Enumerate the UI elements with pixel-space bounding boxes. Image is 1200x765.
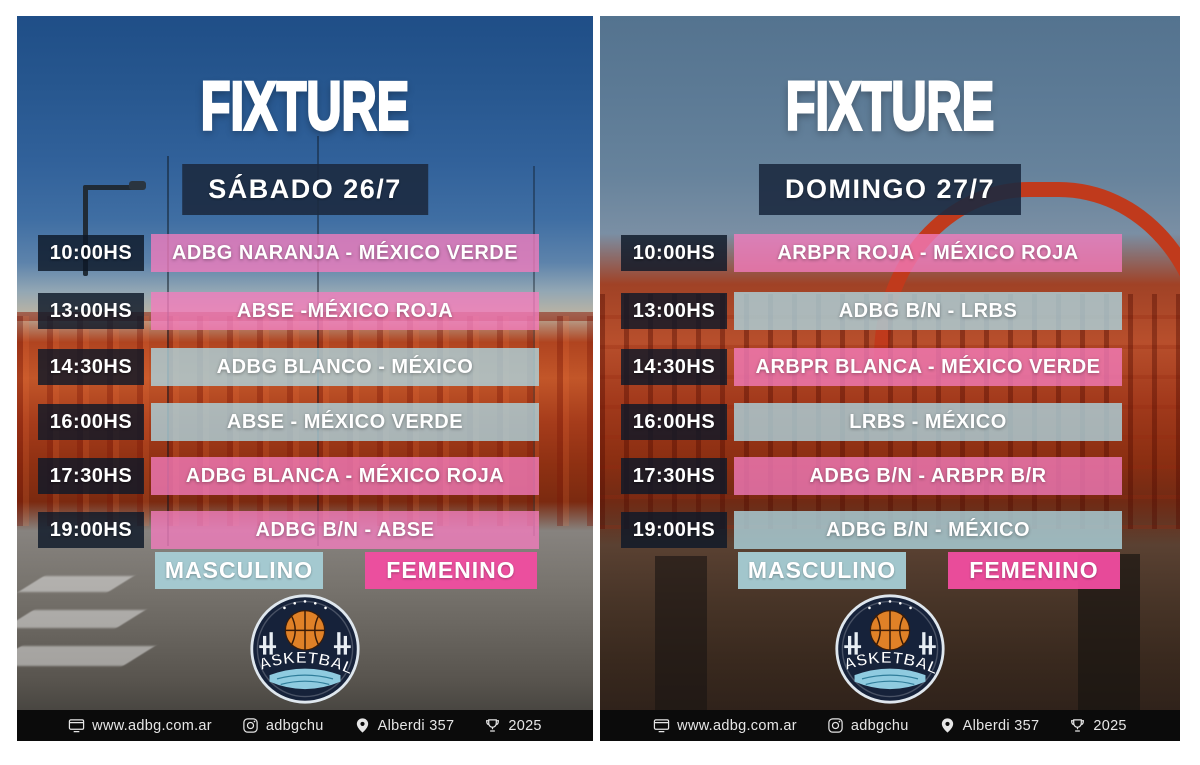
match-time: 10:00HS	[621, 235, 727, 271]
location-pin-icon	[356, 718, 368, 733]
bridge-tower-icon	[844, 632, 936, 655]
legend-masculino: MASCULINO	[155, 552, 323, 589]
fixture-row: 10:00HS ADBG NARANJA - MÉXICO VERDE	[17, 234, 593, 272]
footer-address: Alberdi 357	[354, 717, 455, 734]
match-bar: ABSE - MÉXICO VERDE	[151, 403, 539, 441]
match-bar: ADBG B/N - ABSE	[151, 511, 539, 549]
match-bar: ADBG B/N - MÉXICO	[734, 511, 1122, 549]
footer-bar: www.adbg.com.ar adbgchu Alberdi 357	[17, 710, 593, 741]
fixture-row: 17:30HS ADBG BLANCA - MÉXICO ROJA	[17, 457, 593, 495]
match-time: 14:30HS	[621, 349, 727, 385]
page-title: FIXTURE	[200, 68, 411, 145]
pole-line	[317, 136, 319, 546]
footer-bar: www.adbg.com.ar adbgchu Alberdi 357	[600, 710, 1180, 741]
browser-icon	[653, 719, 670, 733]
match-bar: LRBS - MÉXICO	[734, 403, 1122, 441]
year-text: 2025	[508, 717, 542, 734]
legend-femenino: FEMENINO	[948, 552, 1120, 589]
basketball-club-logo: BASKETBALL	[249, 593, 360, 704]
trophy-icon	[1071, 719, 1085, 732]
year-text: 2025	[1093, 717, 1127, 734]
page-title: FIXTURE	[785, 68, 996, 145]
instagram-handle: adbgchu	[265, 717, 324, 734]
basketball-icon	[869, 610, 911, 651]
basketball-club-logo: BASKETBALL	[834, 593, 945, 704]
bridge-tower-icon	[259, 632, 351, 655]
fixture-row: 16:00HS LRBS - MÉXICO	[600, 403, 1180, 441]
match-time: 17:30HS	[38, 458, 144, 494]
legend-masculino: MASCULINO	[738, 552, 906, 589]
match-bar: ADBG BLANCO - MÉXICO	[151, 348, 539, 386]
match-time: 16:00HS	[38, 404, 144, 440]
browser-icon	[68, 719, 85, 733]
match-time: 13:00HS	[621, 293, 727, 329]
website-text: www.adbg.com.ar	[677, 717, 797, 734]
match-bar: ADBG B/N - ARBPR B/R	[734, 457, 1122, 495]
panel-sunday: FIXTURE DOMINGO 27/7 10:00HS ARBPR ROJA …	[600, 16, 1180, 741]
fixture-row: 14:30HS ADBG BLANCO - MÉXICO	[17, 348, 593, 386]
match-time: 19:00HS	[621, 512, 727, 548]
match-bar: ADBG NARANJA - MÉXICO VERDE	[151, 234, 539, 272]
fixture-row: 14:30HS ARBPR BLANCA - MÉXICO VERDE	[600, 348, 1180, 386]
fixture-row: 17:30HS ADBG B/N - ARBPR B/R	[600, 457, 1180, 495]
match-bar: ABSE -MÉXICO ROJA	[151, 292, 539, 330]
address-text: Alberdi 357	[377, 717, 455, 734]
basketball-icon	[284, 610, 326, 651]
panel-saturday: FIXTURE SÁBADO 26/7 10:00HS ADBG NARANJA…	[17, 16, 593, 741]
match-time: 14:30HS	[38, 349, 144, 385]
location-pin-icon	[941, 718, 953, 733]
match-time: 16:00HS	[621, 404, 727, 440]
fixture-row: 13:00HS ADBG B/N - LRBS	[600, 292, 1180, 330]
footer-instagram: adbgchu	[242, 717, 324, 734]
match-bar: ADBG B/N - LRBS	[734, 292, 1122, 330]
match-bar: ADBG BLANCA - MÉXICO ROJA	[151, 457, 539, 495]
instagram-icon	[828, 718, 843, 733]
fixture-row: 13:00HS ABSE -MÉXICO ROJA	[17, 292, 593, 330]
instagram-handle: adbgchu	[850, 717, 909, 734]
water-graphic	[269, 668, 341, 690]
match-time: 10:00HS	[38, 235, 144, 271]
date-banner: SÁBADO 26/7	[182, 164, 428, 215]
street-lamp-arm	[83, 185, 137, 190]
footer-address: Alberdi 357	[939, 717, 1040, 734]
legend-femenino: FEMENINO	[365, 552, 537, 589]
street-lamp-head	[129, 181, 146, 190]
match-time: 17:30HS	[621, 458, 727, 494]
footer-year: 2025	[1069, 717, 1127, 734]
water-graphic	[854, 668, 926, 690]
footer-year: 2025	[484, 717, 542, 734]
instagram-icon	[243, 718, 258, 733]
fixture-row: 16:00HS ABSE - MÉXICO VERDE	[17, 403, 593, 441]
fixture-row: 19:00HS ADBG B/N - MÉXICO	[600, 511, 1180, 549]
footer-instagram: adbgchu	[827, 717, 909, 734]
footer-website: www.adbg.com.ar	[68, 717, 212, 734]
match-time: 13:00HS	[38, 293, 144, 329]
footer-website: www.adbg.com.ar	[653, 717, 797, 734]
fixture-row: 19:00HS ADBG B/N - ABSE	[17, 511, 593, 549]
bridge-pillar	[655, 556, 707, 716]
trophy-icon	[486, 719, 500, 732]
date-banner: DOMINGO 27/7	[758, 164, 1022, 215]
fixture-row: 10:00HS ARBPR ROJA - MÉXICO ROJA	[600, 234, 1180, 272]
street-lamp-pole	[83, 188, 88, 276]
address-text: Alberdi 357	[962, 717, 1040, 734]
match-time: 19:00HS	[38, 512, 144, 548]
website-text: www.adbg.com.ar	[92, 717, 212, 734]
match-bar: ARBPR BLANCA - MÉXICO VERDE	[734, 348, 1122, 386]
match-bar: ARBPR ROJA - MÉXICO ROJA	[734, 234, 1122, 272]
